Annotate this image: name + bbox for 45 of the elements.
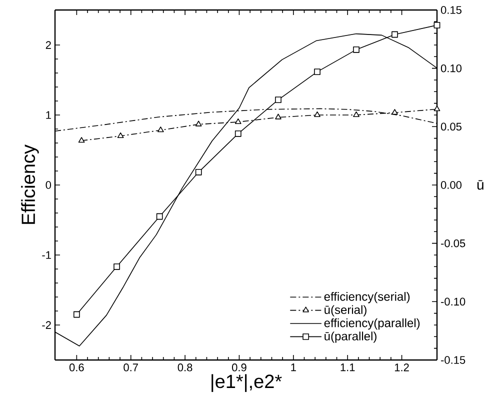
y2-tick-label: 0.15 — [440, 6, 462, 14]
point — [78, 137, 85, 143]
point — [234, 118, 242, 124]
point — [353, 111, 360, 117]
x-axis-title: |e1*|,e2* — [212, 374, 282, 392]
point — [114, 263, 120, 270]
point — [314, 68, 320, 76]
y2-tick-label: 0.10 — [440, 64, 462, 72]
point — [195, 168, 202, 176]
point — [392, 109, 398, 115]
y-tick-label: 1 — [46, 111, 51, 119]
y-tick-label: -1 — [42, 251, 51, 259]
point — [392, 31, 398, 38]
y2-tick-label: 0.00 — [440, 181, 462, 189]
point — [73, 311, 80, 318]
y2-tick-label: -0.05 — [441, 239, 466, 248]
legend-label: efficiency(serial) — [324, 292, 410, 304]
point — [275, 96, 282, 104]
point — [353, 46, 360, 53]
point — [275, 114, 282, 120]
y-tick-label: 2 — [46, 41, 51, 49]
x-tick-label: 0.9 — [232, 364, 246, 372]
point — [434, 22, 440, 28]
point — [157, 126, 164, 132]
y2-tick-label: 0.05 — [440, 122, 462, 131]
legend-label: ū(serial) — [324, 305, 366, 316]
point — [156, 213, 163, 220]
point — [234, 130, 242, 137]
legend-label: ū(parallel) — [324, 332, 376, 343]
y2-axis-title: ū — [477, 180, 484, 190]
y-tick-label: -2 — [42, 321, 51, 329]
x-tick-label: 0.8 — [178, 364, 192, 372]
y2-tick-label: -0.15 — [441, 356, 466, 364]
point — [117, 132, 124, 138]
x-tick-label: 0.7 — [124, 364, 138, 372]
point — [195, 120, 202, 126]
y-tick-label: 0 — [46, 181, 52, 189]
y-axis-title: Efficiency — [21, 144, 39, 224]
x-tick-label: 1 — [291, 364, 296, 372]
legend-label: efficiency(parallel) — [324, 318, 420, 330]
x-tick-label: 0.6 — [69, 364, 84, 372]
x-tick-label: 1.1 — [340, 364, 355, 372]
point — [314, 111, 320, 117]
y2-tick-label: -0.10 — [441, 298, 466, 306]
x-tick-label: 1.2 — [394, 364, 409, 372]
